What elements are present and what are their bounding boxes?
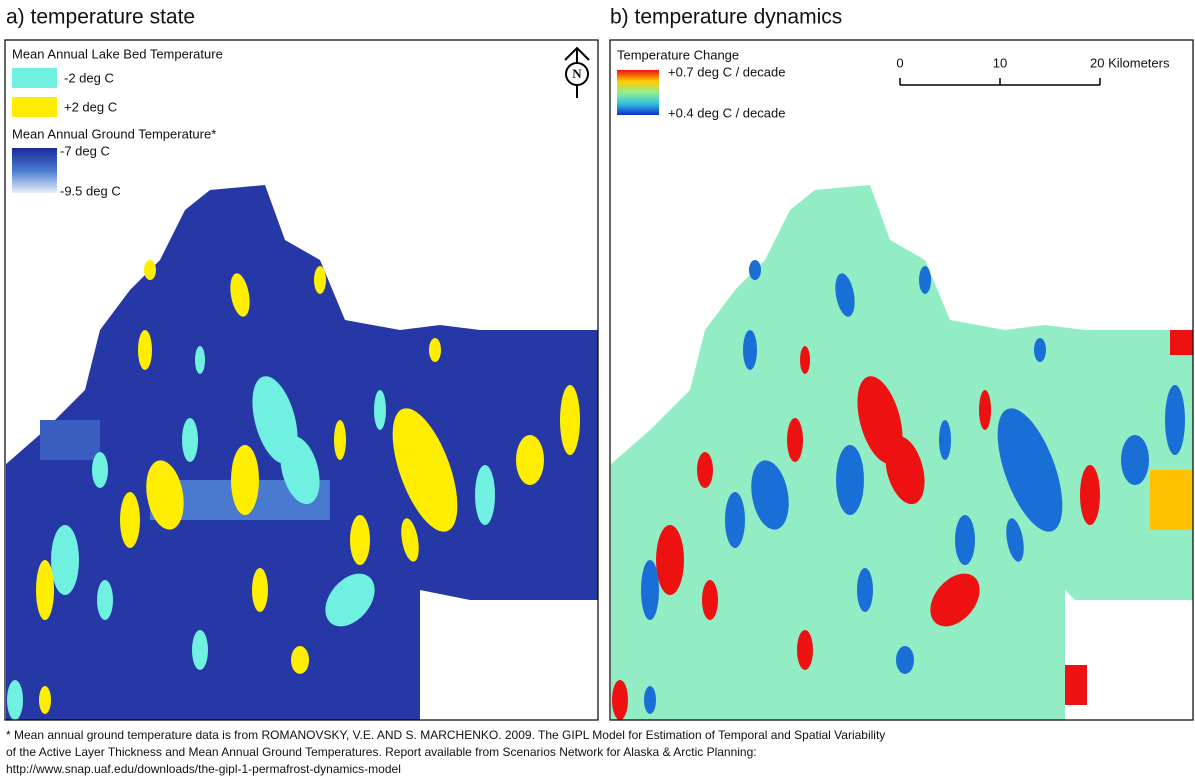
lake (1034, 338, 1046, 362)
legend-item: +0.7 deg C / decade (668, 64, 785, 79)
legend-item: +0.4 deg C / decade (668, 105, 785, 120)
lake (429, 338, 441, 362)
footnote: http://www.snap.uaf.edu/downloads/the-gi… (6, 762, 401, 776)
ground-patch (1150, 470, 1193, 530)
lake (475, 465, 495, 525)
lake (743, 330, 757, 370)
north-label: N (572, 66, 582, 81)
lake (644, 686, 656, 714)
lake (749, 260, 761, 280)
lake (1080, 465, 1100, 525)
legend-gradient (617, 70, 659, 115)
lake (656, 525, 684, 595)
lake (92, 452, 108, 488)
map-b (610, 185, 1193, 720)
lake (516, 435, 544, 485)
lake (350, 515, 370, 565)
legend-title: Mean Annual Lake Bed Temperature (12, 46, 223, 61)
footnote: of the Active Layer Thickness and Mean A… (6, 745, 757, 759)
lake (7, 680, 23, 720)
lake (612, 680, 628, 720)
lake (697, 452, 713, 488)
legend-item: -9.5 deg C (60, 183, 121, 198)
lake (252, 568, 268, 612)
lake (797, 630, 813, 670)
lake (195, 346, 205, 374)
lake (334, 420, 346, 460)
lake (51, 525, 79, 595)
lake (36, 560, 54, 620)
lake (560, 385, 580, 455)
lake (939, 420, 951, 460)
lake (857, 568, 873, 612)
lake (1165, 385, 1185, 455)
lake (787, 418, 803, 462)
legend-swatch (12, 68, 57, 88)
panel-title: a) temperature state (6, 6, 195, 29)
legend-title: Mean Annual Ground Temperature* (12, 126, 216, 141)
lake (641, 560, 659, 620)
scale-bar: 0 10 20 Kilometers (896, 55, 1170, 85)
legend-gradient (12, 148, 57, 193)
lake (138, 330, 152, 370)
footnote: * Mean annual ground temperature data is… (6, 728, 885, 742)
ground-patch (1065, 665, 1087, 705)
lake (120, 492, 140, 548)
lake (955, 515, 975, 565)
legend-swatch (12, 97, 57, 117)
lake (1121, 435, 1149, 485)
figure: a) temperature state b) temperature dyna… (0, 0, 1195, 778)
map-a (5, 185, 598, 720)
legend-item: -2 deg C (64, 70, 114, 85)
lake (192, 630, 208, 670)
panel-title: b) temperature dynamics (610, 6, 842, 29)
ground-patch (1170, 330, 1193, 355)
scale-label: 20 Kilometers (1090, 55, 1170, 70)
lake (374, 390, 386, 430)
lake (919, 266, 931, 294)
lake (725, 492, 745, 548)
lake (182, 418, 198, 462)
lake (702, 580, 718, 620)
scale-label: 10 (993, 55, 1007, 70)
lake (836, 445, 864, 515)
north-arrow: N (565, 48, 589, 98)
legend-item: -7 deg C (60, 143, 110, 158)
ground-patch (40, 420, 100, 460)
lake (144, 260, 156, 280)
legend-title: Temperature Change (617, 47, 739, 62)
lake (314, 266, 326, 294)
lake (39, 686, 51, 714)
lake (97, 580, 113, 620)
lake (800, 346, 810, 374)
lake (291, 646, 309, 674)
lake (231, 445, 259, 515)
legend-item: +2 deg C (64, 99, 117, 114)
scale-label: 0 (896, 55, 903, 70)
lake (896, 646, 914, 674)
lake (979, 390, 991, 430)
